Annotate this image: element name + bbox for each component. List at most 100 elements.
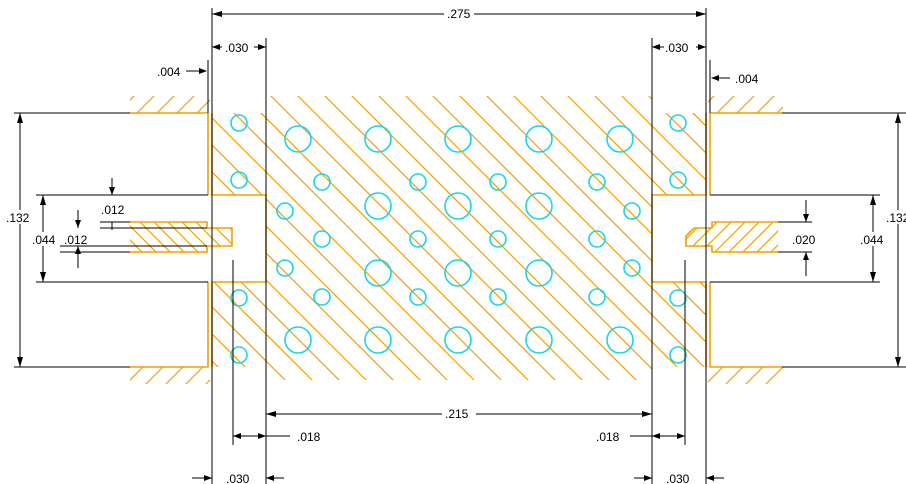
hole-circle [409, 288, 427, 306]
hatch-line [708, 96, 761, 384]
hatch-line [800, 90, 906, 390]
hole-circle [364, 125, 392, 153]
hole-circle [444, 192, 472, 220]
hatch-line [199, 96, 210, 384]
holes-layer [230, 114, 687, 364]
hatch-line [301, 215, 346, 260]
left-bottom-inner-label: .018 [297, 430, 321, 444]
left-bottom-outer-label: .030 [226, 472, 250, 484]
hatch-line [748, 222, 778, 252]
hole-circle [230, 171, 248, 189]
hatch-line [216, 222, 232, 252]
hole-circle [525, 259, 553, 287]
hole-circle [525, 192, 553, 220]
hatch-line [291, 96, 593, 380]
hatch-line [453, 96, 706, 380]
hatch-line [202, 222, 232, 252]
hatch-line [318, 96, 620, 380]
hole-circle [364, 192, 392, 220]
hatch-line [130, 96, 181, 384]
center-width-label: .215 [445, 407, 469, 421]
hatch-line [399, 96, 701, 380]
hole-circle [623, 259, 641, 277]
hatch-line [426, 96, 706, 380]
hatch-line [237, 96, 539, 380]
hole-circle [489, 230, 507, 248]
hole-circle [276, 202, 294, 220]
hatch-line [507, 96, 706, 380]
hatch-line [245, 215, 290, 260]
hole-circle [489, 173, 507, 191]
hatch-line [642, 96, 706, 380]
center-body-hatching [0, 90, 906, 390]
right-pin-outline [685, 221, 778, 253]
hole-circle [409, 230, 427, 248]
hatch-line [0, 90, 187, 390]
left-height-label: .132 [6, 211, 30, 225]
left-top-offset-label: .030 [225, 41, 249, 55]
right-gap-label: .004 [735, 72, 759, 86]
hatch-line [130, 96, 210, 384]
hatch-line [130, 96, 210, 384]
hatch-line [212, 96, 431, 380]
hatch-line [900, 90, 906, 390]
hole-circle [623, 202, 641, 220]
hatch-line [212, 96, 323, 380]
hatch-line [212, 96, 458, 380]
right-height-label: .132 [886, 211, 906, 225]
center-body-outline [211, 113, 267, 367]
hole-circle [588, 173, 606, 191]
left-gap-label: .004 [157, 65, 181, 79]
hatch-line [708, 96, 783, 384]
hole-circle [284, 125, 312, 153]
hole-circle [364, 326, 392, 354]
left-plate-hatching [130, 90, 820, 390]
hatch-line [130, 96, 210, 384]
hole-circle [669, 114, 687, 132]
hole-circle [444, 125, 472, 153]
hatch-line [345, 96, 647, 380]
hatch-line [480, 96, 706, 380]
left-slot-lower-label: .012 [64, 233, 88, 247]
hole-circle [230, 289, 248, 307]
hole-circle [525, 326, 553, 354]
hatch-line [212, 96, 269, 380]
hatch-line [615, 96, 706, 380]
hatch-line [212, 96, 296, 380]
hatch-line [230, 222, 232, 252]
hatch-line [708, 96, 741, 384]
hatch-line [273, 215, 318, 260]
hatch-line [588, 96, 706, 380]
hatch-line [520, 90, 820, 390]
hatch-line [460, 90, 760, 390]
left-pin-outline [130, 221, 233, 253]
hatch-line [805, 90, 906, 390]
hatch-line [372, 96, 674, 380]
dimension-labels: .275 .030 .030 .004 .004 .132 .044 .012 … [4, 6, 906, 484]
hatch-line [420, 90, 720, 390]
hatch-line [139, 96, 210, 384]
hatch-line [440, 90, 740, 390]
right-bottom-inner-label: .018 [596, 430, 620, 444]
hatch-line [708, 96, 783, 384]
hole-circle [230, 114, 248, 132]
hatch-line [212, 96, 350, 380]
hole-circle [669, 346, 687, 364]
left-slot-upper-label: .012 [101, 203, 125, 217]
hatch-line [708, 96, 781, 384]
hatch-line [819, 215, 864, 260]
hole-circle [284, 326, 312, 354]
hatch-line [264, 96, 566, 380]
hatch-line [360, 90, 660, 390]
hatch-line [360, 90, 660, 390]
hatch-line [480, 90, 780, 390]
hole-circle [444, 326, 472, 354]
hatch-line [280, 90, 580, 390]
hole-circle [364, 259, 392, 287]
right-slot-label: .020 [792, 233, 816, 247]
hatch-line [708, 96, 783, 384]
hatch-line [686, 222, 711, 252]
hole-circle [588, 230, 606, 248]
hatch-line [300, 90, 600, 390]
